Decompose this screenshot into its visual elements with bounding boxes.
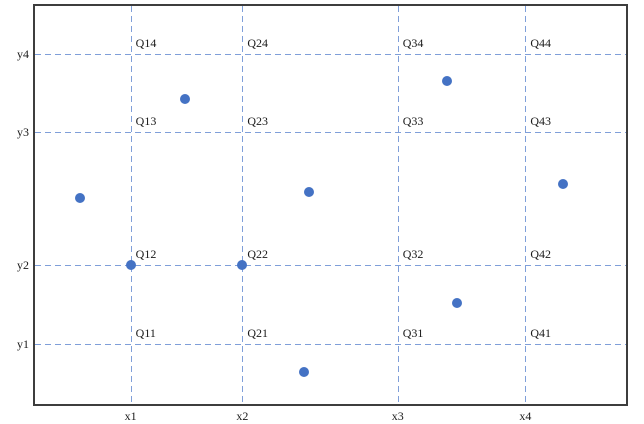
quadrant-label-Q41: Q41 [530, 326, 552, 341]
data-point-8 [451, 297, 462, 308]
x-axis-label-x2: x2 [236, 409, 249, 423]
y-axis-label-y1: y1 [17, 337, 29, 352]
quadrant-label-Q14: Q14 [135, 35, 157, 50]
x-gridline-x4 [525, 6, 527, 404]
y-gridline-y2 [35, 264, 626, 266]
x-axis-label-x1: x1 [124, 409, 137, 423]
x-gridline-x2 [242, 6, 244, 404]
y-axis-label-y2: y2 [17, 257, 29, 272]
y-axis-label-y4: y4 [17, 46, 29, 61]
data-point-7 [237, 259, 248, 270]
data-point-2 [74, 193, 85, 204]
y-axis-label-y3: y3 [17, 125, 29, 140]
quadrant-label-Q44: Q44 [530, 35, 552, 50]
y-gridline-y1 [35, 344, 626, 346]
quadrant-label-Q13: Q13 [135, 114, 157, 129]
data-point-6 [125, 259, 136, 270]
quadrant-label-Q34: Q34 [402, 35, 424, 50]
data-point-4 [441, 75, 452, 86]
quadrant-label-Q21: Q21 [247, 326, 268, 341]
quadrant-label-Q11: Q11 [135, 326, 156, 341]
y-gridline-y3 [35, 132, 626, 134]
quadrant-label-Q31: Q31 [402, 326, 424, 341]
quadrant-label-Q42: Q42 [530, 246, 552, 261]
quadrant-label-Q32: Q32 [402, 246, 424, 261]
data-point-5 [558, 179, 569, 190]
x-gridline-x3 [397, 6, 399, 404]
quadrant-label-Q24: Q24 [247, 35, 268, 50]
y-gridline-y4 [35, 53, 626, 55]
quadrant-label-Q23: Q23 [247, 114, 268, 129]
quadrant-label-Q12: Q12 [135, 246, 157, 261]
quadrant-label-Q33: Q33 [402, 114, 424, 129]
x-axis-label-x3: x3 [391, 409, 404, 423]
data-point-1 [179, 93, 190, 104]
plot-area: Q14 Q24 Q34 Q44 Q13 Q23 Q33 Q43 Q12 Q22 Q32 Q42 Q11 Q… [33, 4, 628, 406]
quadrant-label-Q22: Q22 [247, 246, 268, 261]
data-point-9 [299, 367, 310, 378]
quadrant-label-Q43: Q43 [530, 114, 552, 129]
x-axis-label-x4: x4 [519, 409, 532, 423]
x-gridline-x1 [130, 6, 132, 404]
data-point-3 [304, 187, 315, 198]
